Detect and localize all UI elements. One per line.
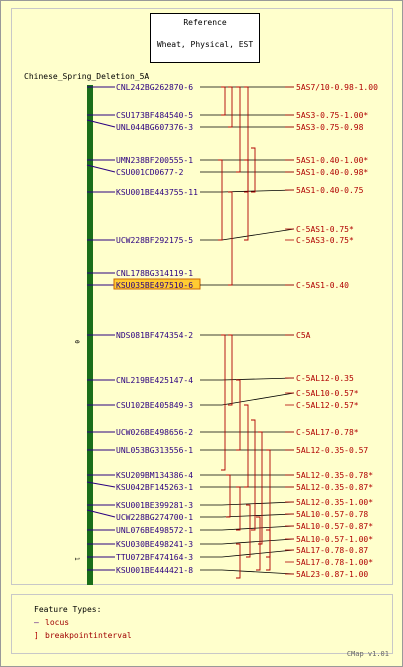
breakpoint-bracket xyxy=(251,147,256,193)
locus-line-icon: — xyxy=(34,618,39,627)
reference-box[interactable]: Reference Wheat, Physical, EST xyxy=(150,13,260,63)
breakpoint-bracket xyxy=(266,529,271,571)
bin-label[interactable]: C-5AS1-0.75* xyxy=(296,225,354,234)
reference-subtitle: Wheat, Physical, EST xyxy=(156,40,254,49)
marker-label[interactable]: CSU001CD0677-2 xyxy=(116,168,184,177)
marker-tick xyxy=(86,481,116,488)
breakpoint-bracket xyxy=(228,191,233,286)
bin-label[interactable]: C-5AL10-0.57* xyxy=(296,389,359,398)
connector-line xyxy=(221,569,295,575)
connector-line xyxy=(221,189,295,193)
breakpoint-bracket xyxy=(228,86,233,128)
bin-label[interactable]: C-5AS1-0.40 xyxy=(296,281,349,290)
bin-label[interactable]: 5AL10-0.57-0.78 xyxy=(296,510,368,519)
connector-line xyxy=(221,501,295,506)
bracket-icon: ] xyxy=(34,631,39,640)
reference-title: Reference xyxy=(183,18,227,27)
marker-label[interactable]: CSU173BF484540-5 xyxy=(116,111,193,120)
bin-label[interactable]: 5AL12-0.35-1.00* xyxy=(296,498,373,507)
marker-label[interactable]: TTU072BF474164-3 xyxy=(116,553,193,562)
marker-tick xyxy=(86,164,116,173)
bin-label[interactable]: C-5AL12-0.57* xyxy=(296,401,359,410)
marker-label[interactable]: UNL053BG313556-1 xyxy=(116,446,193,455)
breakpoint-bracket xyxy=(228,334,233,406)
breakpoint-bracket xyxy=(251,419,256,531)
connector-line xyxy=(221,392,295,406)
connector-line xyxy=(221,525,295,531)
breakpoint-bracket xyxy=(236,543,241,579)
breakpoint-bracket xyxy=(236,86,241,173)
scale-label-bottom: 1 xyxy=(73,557,80,561)
marker-label[interactable]: KSU209BM134386-4 xyxy=(116,471,193,480)
marker-label[interactable]: UCW228BG274700-1 xyxy=(116,513,193,522)
scale-label-top: 0 xyxy=(73,340,80,344)
map-title[interactable]: Chinese_Spring_Deletion_5A xyxy=(24,72,150,81)
breakpoint-bracket xyxy=(256,516,261,571)
marker-label[interactable]: KSU035BE497510-6 xyxy=(116,281,193,290)
bin-label[interactable]: 5AS1-0.40-0.75 xyxy=(296,186,364,195)
marker-label[interactable]: KSU042BF145263-1 xyxy=(116,483,193,492)
bin-label[interactable]: 5AL12-0.35-0.57 xyxy=(296,446,368,455)
marker-label[interactable]: KSU001BE444421-8 xyxy=(116,566,193,575)
bin-label[interactable]: C-5AS3-0.75* xyxy=(296,236,354,245)
marker-label[interactable]: UNL076BE498572-1 xyxy=(116,526,193,535)
bin-label[interactable]: 5AL12-0.35-0.78* xyxy=(296,471,373,480)
marker-label[interactable]: CNL242BG262870-6 xyxy=(116,83,193,92)
legend-title: Feature Types: xyxy=(34,605,102,614)
cmap-diagram: 0 1 CNL242BG262870-6 CSU173BF484540-5 UNL044… xyxy=(73,83,378,585)
breakpoint-bracket xyxy=(244,159,249,241)
breakpoint-bracket xyxy=(218,159,223,241)
breakpoint-bracket xyxy=(266,449,271,558)
connector-line xyxy=(221,549,295,558)
map-panel xyxy=(11,8,393,585)
marker-label[interactable]: UCW228BF292175-5 xyxy=(116,236,193,245)
marker-label[interactable]: KSU001BE443755-11 xyxy=(116,188,198,197)
marker-highlight xyxy=(113,278,201,290)
bin-label[interactable]: 5AS3-0.75-1.00* xyxy=(296,111,368,120)
bin-label[interactable]: 5AS3-0.75-0.98 xyxy=(296,123,364,132)
bin-label[interactable]: 5AL17-0.78-0.87 xyxy=(296,546,368,555)
marker-label[interactable]: CNL178BG314119-1 xyxy=(116,269,193,278)
breakpoint-bracket xyxy=(236,379,241,451)
breakpoint-bracket xyxy=(246,504,251,558)
bin-label[interactable]: 5AS1-0.40-0.98* xyxy=(296,168,368,177)
breakpoint-bracket xyxy=(244,404,249,488)
bin-label[interactable]: 5AL10-0.57-0.87* xyxy=(296,522,373,531)
breakpoint-bracket xyxy=(221,334,226,471)
bin-label[interactable]: C5A xyxy=(296,331,311,340)
marker-label[interactable]: KSU001BE399281-3 xyxy=(116,501,193,510)
breakpoint-bracket xyxy=(236,486,241,531)
connector-line xyxy=(221,538,295,545)
bin-label[interactable]: 5AL10-0.57-1.00* xyxy=(296,535,373,544)
version-label: CMap v1.01 xyxy=(346,650,389,658)
bin-label[interactable]: 5AS1-0.40-1.00* xyxy=(296,156,368,165)
bin-label[interactable]: C-5AL17-0.78* xyxy=(296,428,359,437)
marker-label[interactable]: UCW026BE498656-2 xyxy=(116,428,193,437)
bin-label[interactable]: 5AL17-0.78-1.00* xyxy=(296,558,373,567)
marker-label[interactable]: CNL219BE425147-4 xyxy=(116,376,193,385)
legend-panel: Feature Types: — locus ] breakpointinterva… xyxy=(11,594,393,654)
bin-label[interactable]: 5AL23-0.87-1.00 xyxy=(296,570,368,579)
marker-tick xyxy=(86,119,116,128)
bin-label[interactable]: 5AL12-0.35-0.87* xyxy=(296,483,373,492)
marker-label[interactable]: NDS081BF474354-2 xyxy=(116,331,193,340)
bin-label[interactable]: 5AS7/10-0.98-1.00 xyxy=(296,83,378,92)
marker-label[interactable]: KSU030BE498241-3 xyxy=(116,540,193,549)
breakpoint-bracket xyxy=(221,86,226,116)
marker-label[interactable]: CSU102BE405849-3 xyxy=(116,401,193,410)
breakpoint-bracket xyxy=(226,474,231,518)
connector-line xyxy=(221,228,295,241)
breakpoint-bracket xyxy=(244,86,249,193)
marker-tick xyxy=(86,509,116,518)
bin-label[interactable]: C-5AL12-0.35 xyxy=(296,374,354,383)
connector-line xyxy=(221,377,295,381)
marker-label[interactable]: UNL044BG607376-3 xyxy=(116,123,193,132)
legend-item-breakpoint: ] breakpointinterval xyxy=(34,631,132,640)
legend-item-locus: — locus xyxy=(34,618,70,627)
marker-label[interactable]: UMN238BF200555-1 xyxy=(116,156,193,165)
connector-line xyxy=(221,513,295,518)
